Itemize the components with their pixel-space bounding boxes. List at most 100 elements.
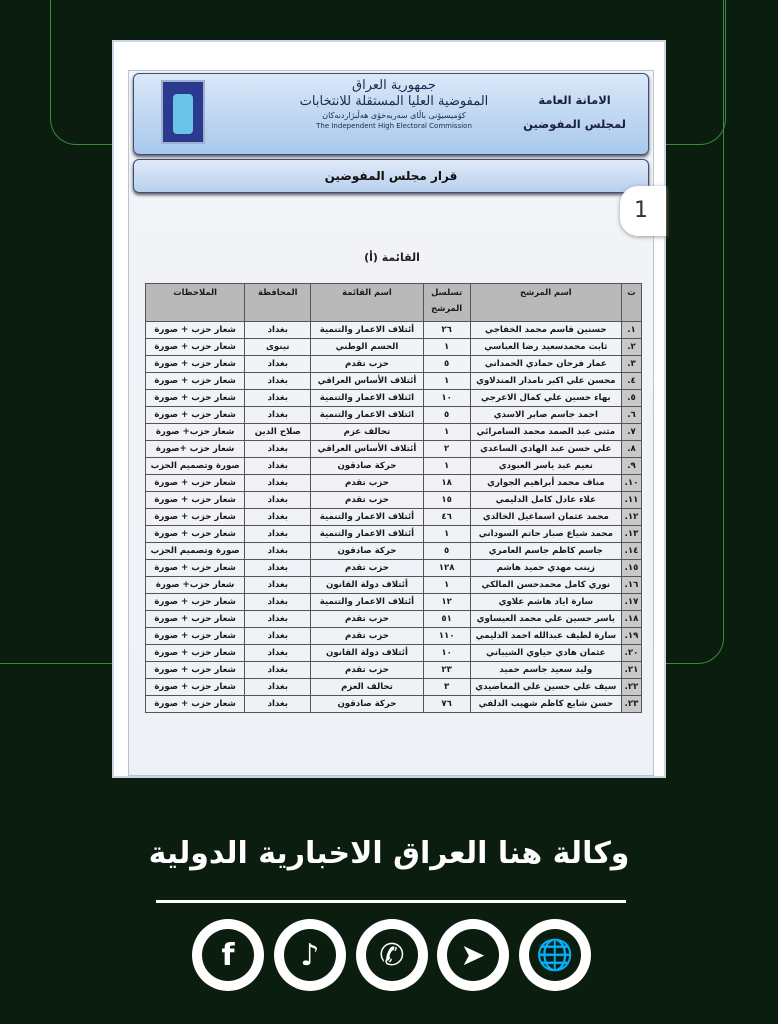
tiktok-button[interactable]: ♪ [274, 919, 346, 991]
table-cell: عثمان هادي حياوي الشيباني [469, 644, 622, 662]
table-cell: شعار حزب + صورة [144, 627, 246, 645]
table-cell: شعار حزب + صورة [144, 610, 246, 628]
table-row: ٤. محسن علي اكبر نامدار المندلاوي ١ أئتلاف … [144, 372, 643, 390]
table-row: ٦. احمد جاسم صابر الاسدي ٥ ائتلاف الاعمار و… [144, 406, 643, 424]
table-cell: ٢١. [620, 661, 643, 679]
table-row: ٣. عمار فرحان حمادي الحمداني ٥ حزب تقدم بغدا… [144, 355, 643, 373]
table-cell: ١٠ [422, 389, 471, 407]
table-cell: سارة لطيف عبدالله احمد الدليمي [469, 627, 622, 645]
table-cell: حزب تقدم [310, 559, 424, 577]
table-cell: محمد شياع صبار حاتم السوداني [469, 525, 622, 543]
table-row: ٥. بهاء حسين علي كمال الاعرجي ١٠ ائتلاف الا… [144, 389, 643, 407]
document-image: جمهورية العراق المفوضية العليا المستقلة … [112, 40, 666, 778]
table-cell: شعار حزب + صورة [144, 644, 246, 662]
table-cell: بغداد [244, 457, 312, 475]
whatsapp-icon: ✆ [366, 929, 418, 981]
table-cell: شعار حزب + صورة [144, 508, 246, 526]
table-cell: ١٥ [422, 491, 471, 509]
table-cell: علاء عادل كامل الدليمي [469, 491, 622, 509]
divider [156, 900, 626, 903]
table-cell: ١. [620, 321, 643, 339]
column-header: اسم القائمة [310, 283, 424, 322]
ihec-logo [161, 80, 205, 144]
table-cell: ٢٦ [422, 321, 471, 339]
table-cell: أئتلاف دولة القانون [310, 644, 424, 662]
table-row: ١٧. سارة اياد هاشم علاوي ١٢ أئتلاف الاعمار … [144, 593, 643, 611]
table-cell: بغداد [244, 389, 312, 407]
table-cell: صورة وتصميم الحزب [144, 457, 246, 475]
table-cell: ثابت محمدسعيد رضا العباسي [469, 338, 622, 356]
globe-button[interactable]: 🌐 [519, 919, 591, 991]
table-cell: ٧٦ [422, 695, 471, 713]
table-cell: شعار حزب + صورة [144, 678, 246, 696]
table-cell: شعار حزب + صورة [144, 338, 246, 356]
table-cell: ٥ [422, 542, 471, 560]
column-header: اسم المرشح [469, 283, 622, 322]
document-header: جمهورية العراق المفوضية العليا المستقلة … [133, 73, 649, 155]
table-cell: ٢٢. [620, 678, 643, 696]
decision-title: قرار مجلس المفوضين [133, 159, 649, 193]
table-cell: ٨. [620, 440, 643, 458]
table-row: ٢. ثابت محمدسعيد رضا العباسي ١ الحسم الوطني… [144, 338, 643, 356]
organization-name: جمهورية العراق المفوضية العليا المستقلة … [299, 78, 489, 130]
table-cell: ٦. [620, 406, 643, 424]
table-cell: تحالف العزم [310, 678, 424, 696]
table-row: ٢٣. حسن شايع كاظم شهيب الدلفي ٧٦ حركة صادقو… [144, 695, 643, 713]
table-cell: ٩. [620, 457, 643, 475]
facebook-button[interactable]: f [192, 919, 264, 991]
table-cell: ٧. [620, 423, 643, 441]
table-cell: شعار حزب + صورة [144, 491, 246, 509]
table-cell: بغداد [244, 508, 312, 526]
table-cell: أئتلاف دولة القانون [310, 576, 424, 594]
table-cell: ١٢. [620, 508, 643, 526]
table-cell: حسنين قاسم محمد الخفاجي [469, 321, 622, 339]
table-cell: ١٩. [620, 627, 643, 645]
table-row: ١٣. محمد شياع صبار حاتم السوداني ١ أئتلاف ا… [144, 525, 643, 543]
table-cell: سارة اياد هاشم علاوي [469, 593, 622, 611]
table-cell: بغداد [244, 440, 312, 458]
table-cell: جاسم كاظم جاسم العامري [469, 542, 622, 560]
whatsapp-button[interactable]: ✆ [356, 919, 428, 991]
telegram-icon: ➤ [447, 929, 499, 981]
table-row: ١١. علاء عادل كامل الدليمي ١٥ حزب تقدم بغداد… [144, 491, 643, 509]
table-cell: ٥ [422, 355, 471, 373]
table-cell: حركة صادقون [310, 695, 424, 713]
table-cell: ٢٣. [620, 695, 643, 713]
table-cell: ١٨. [620, 610, 643, 628]
table-cell: بغداد [244, 559, 312, 577]
table-cell: ١٦. [620, 576, 643, 594]
table-cell: عمار فرحان حمادي الحمداني [469, 355, 622, 373]
table-cell: ١٢٨ [422, 559, 471, 577]
table-cell: ١ [422, 457, 471, 475]
table-cell: بغداد [244, 610, 312, 628]
table-row: ١٤. جاسم كاظم جاسم العامري ٥ حركة صادقون بغد… [144, 542, 643, 560]
table-cell: ١٠. [620, 474, 643, 492]
table-cell: ١ [422, 576, 471, 594]
table-cell: ١١٠ [422, 627, 471, 645]
table-cell: أئتلاف الاعمار والتنمية [310, 321, 424, 339]
table-cell: شعار حزب + صورة [144, 321, 246, 339]
table-cell: بغداد [244, 542, 312, 560]
telegram-button[interactable]: ➤ [437, 919, 509, 991]
table-cell: شعار حزب + صورة [144, 372, 246, 390]
table-cell: بغداد [244, 678, 312, 696]
table-row: ١٥. زينب مهدي حميد هاشم ١٢٨ حزب تقدم بغداد شع… [144, 559, 643, 577]
table-cell: ٥١ [422, 610, 471, 628]
table-row: ١٠. مناف محمد أبراهيم الجواري ١٨ حزب تقدم بغ… [144, 474, 643, 492]
table-cell: الحسم الوطني [310, 338, 424, 356]
table-cell: تحالف عزم [310, 423, 424, 441]
table-cell: محسن علي اكبر نامدار المندلاوي [469, 372, 622, 390]
table-cell: ٤٦ [422, 508, 471, 526]
table-cell: ٢. [620, 338, 643, 356]
table-cell: حزب تقدم [310, 474, 424, 492]
table-cell: ١ [422, 372, 471, 390]
table-cell: ٢٣ [422, 661, 471, 679]
agency-name: وكالة هنا العراق الاخبارية الدولية [148, 836, 630, 871]
table-cell: حركة صادقون [310, 542, 424, 560]
table-cell: شعار حزب + صورة [144, 593, 246, 611]
table-row: ٧. مثنى عبد الصمد محمد السامرائي ١ تحالف عز… [144, 423, 643, 441]
table-row: ٢٠. عثمان هادي حياوي الشيباني ١٠ أئتلاف دول… [144, 644, 643, 662]
table-cell: ١٥. [620, 559, 643, 577]
table-cell: حزب تقدم [310, 491, 424, 509]
table-cell: زينب مهدي حميد هاشم [469, 559, 622, 577]
